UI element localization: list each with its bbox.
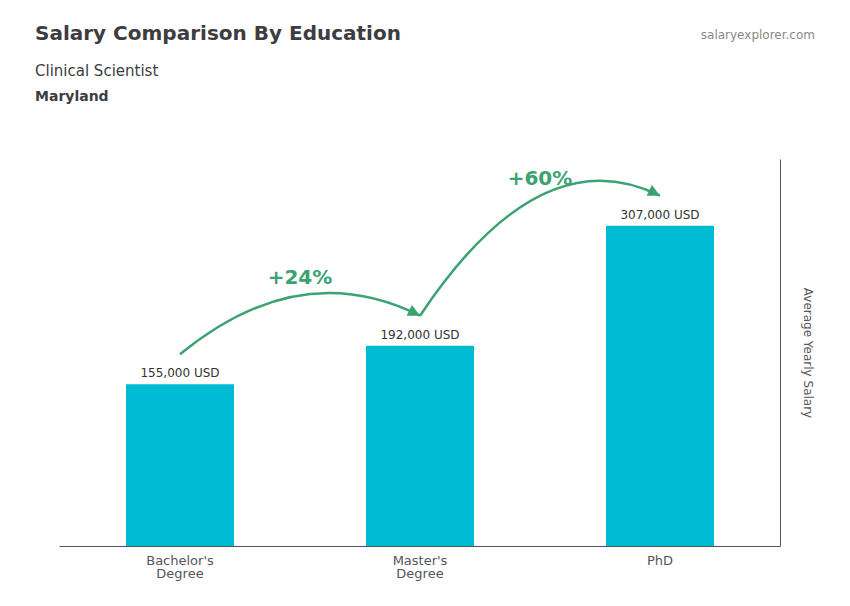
svg-text:Clinical Scientist: Clinical Scientist [35,62,158,80]
svg-text:307,000 USD: 307,000 USD [620,208,699,222]
svg-text:+24%: +24% [268,265,333,289]
svg-text:Degree: Degree [396,566,443,581]
svg-text:Master's: Master's [392,553,448,568]
svg-text:+60%: +60% [508,166,573,190]
svg-text:192,000 USD: 192,000 USD [380,328,459,342]
svg-text:Bachelor's: Bachelor's [146,553,214,568]
svg-text:PhD: PhD [647,553,673,568]
svg-text:Average Yearly Salary: Average Yearly Salary [801,288,815,418]
svg-text:Maryland: Maryland [35,88,109,104]
svg-text:salaryexplorer.com: salaryexplorer.com [701,28,815,42]
svg-text:155,000 USD: 155,000 USD [140,366,219,380]
svg-text:Salary Comparison By Education: Salary Comparison By Education [35,21,401,45]
svg-text:Degree: Degree [156,566,203,581]
